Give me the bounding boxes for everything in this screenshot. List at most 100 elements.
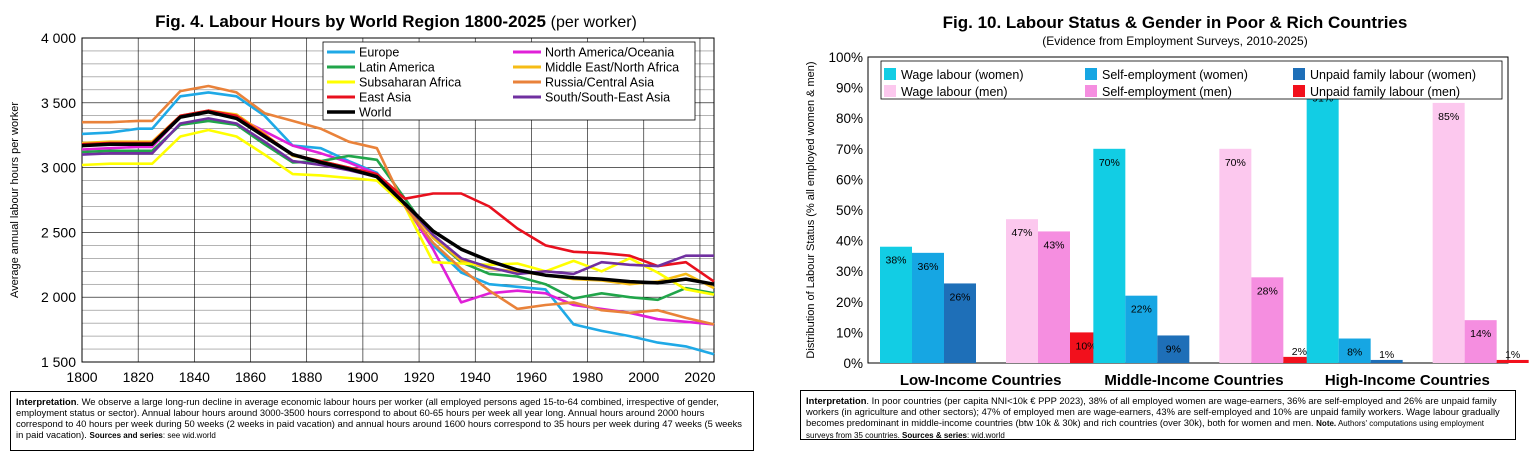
left-x-tick: 2000 [628,369,659,385]
bar-wage-labour-men- [1432,102,1465,364]
bar-value-label: 85% [1438,111,1459,123]
bar-unpaid-family-labour-women- [1157,335,1190,363]
labour-status-chart: Fig. 10. Labour Status & Gender in Poor … [805,13,1529,389]
left-note-text: . We observe a large long-run decline in… [16,396,742,440]
right-source-label: Sources & series [902,431,967,440]
left-x-tick: 1840 [179,369,210,385]
legend-label: Latin America [359,61,435,75]
left-legend-entries: Europe North America/Oceania Latin America… [327,46,679,120]
left-x-tick: 1860 [235,369,266,385]
bar-value-label: 22% [1131,304,1152,316]
bar-wage-labour-women- [1306,84,1339,363]
left-x-tick: 1880 [291,369,322,385]
right-y-tick: 0% [843,356,863,371]
bar-unpaid-family-labour-men- [1283,356,1316,363]
bar-value-label: 1% [1505,349,1520,361]
bar-self-employment-men- [1464,320,1497,363]
left-y-tick: 4 000 [41,30,76,46]
bar-value-label: 28% [1257,285,1278,297]
left-y-tick: 3 000 [41,160,76,176]
legend-label: Europe [359,46,399,60]
bar-value-label: 10% [1075,340,1096,352]
right-note-text-2: Authors' computations using employment s… [806,419,1484,440]
line-world [81,110,715,286]
bar-value-label: 26% [949,291,970,303]
right-source-text: : wid.world [966,431,1005,440]
right-interpretation-box: Interpretation. In poor countries (per c… [800,390,1516,440]
bar-value-label: 43% [1043,239,1064,251]
labour-hours-chart: Fig. 4. Labour Hours by World Region 180… [9,12,716,385]
bar-self-employment-women- [1338,338,1371,363]
legend-label: Subsaharan Africa [359,76,461,90]
left-interpretation-box: Interpretation. We observe a large long-… [10,391,754,451]
left-y-tick: 2 500 [41,224,76,240]
legend-swatch [1293,85,1305,97]
bar-value-label: 2% [1292,346,1307,358]
legend-label: Self-employment (women) [1102,68,1248,82]
bar-wage-labour-women- [1093,148,1126,363]
bar-value-label: 14% [1470,328,1491,340]
right-note-text: . In poor countries (per capita NNI<10k … [806,395,1500,428]
legend-label: Russia/Central Asia [545,76,654,90]
bar-value-label: 70% [1225,157,1246,169]
legend-label: World [359,106,391,120]
bar-wage-labour-women- [880,246,912,363]
bar-self-employment-women- [1125,295,1158,363]
left-series-lines [81,84,715,356]
left-chart-title: Fig. 4. Labour Hours by World Region 180… [155,12,637,31]
right-y-tick: 80% [836,111,863,126]
bar-unpaid-family-labour-women- [1370,359,1403,363]
left-x-tick: 1960 [516,369,547,385]
legend-swatch [1085,68,1097,80]
bar-wage-labour-men- [1219,148,1252,363]
right-y-tick: 30% [836,264,863,279]
left-x-tick: 1900 [347,369,378,385]
right-bars: 38%36%26%47%43%10%70%22%9%70%28%2%91%8%1… [880,84,1529,364]
right-legend [880,60,1503,100]
bar-value-label: 1% [1379,349,1394,361]
legend-label: Wage labour (women) [901,68,1024,82]
bar-value-label: 38% [885,255,906,267]
left-source-text: : see wid.world [162,431,216,440]
right-y-tick: 50% [836,203,863,218]
legend-swatch [884,85,896,97]
left-y-tick: 3 500 [41,95,76,111]
left-x-tick: 1940 [460,369,491,385]
bar-unpaid-family-labour-men- [1496,359,1529,363]
right-category-label: Low-Income Countries [900,372,1062,389]
line-subsaharan-africa [81,128,715,296]
right-note-label: Interpretation [806,395,867,406]
legend-label: Self-employment (men) [1102,85,1232,99]
legend-swatch [1293,68,1305,80]
legend-label: North America/Oceania [545,46,674,60]
left-source-label: Sources and series [89,431,163,440]
left-x-tick-labels: 1800 1820 1840 1860 1880 1900 1920 1940 1960 1980… [66,369,715,385]
left-y-tick: 2 000 [41,289,76,305]
right-y-tick: 60% [836,172,863,187]
left-y-axis-label: Average annual labour hours per worker [9,102,21,298]
legend-swatch [1085,85,1097,97]
right-chart-subtitle: (Evidence from Employment Surveys, 2010-… [1042,34,1307,48]
right-note-label-2: Note. [1316,419,1337,428]
right-category-label: Middle-Income Countries [1104,372,1283,389]
left-x-tick: 1980 [572,369,603,385]
legend-label: East Asia [359,91,411,105]
legend-label: Unpaid family labour (women) [1310,68,1476,82]
right-category-label: High-Income Countries [1325,372,1490,389]
legend-label: Middle East/North Africa [545,61,679,75]
left-x-tick: 1800 [66,369,97,385]
right-y-tick: 70% [836,142,863,157]
bar-value-label: 36% [917,261,938,273]
left-legend [322,41,696,121]
right-chart-title: Fig. 10. Labour Status & Gender in Poor … [943,13,1408,32]
line-russia-central-asia [82,84,715,326]
right-y-tick: 40% [836,234,863,249]
bar-wage-labour-men- [1006,219,1038,363]
legend-swatch [884,68,896,80]
bar-value-label: 70% [1099,157,1120,169]
right-y-tick: 90% [836,81,863,96]
right-y-axis-label: Distribution of Labour Status (% all emp… [805,61,817,358]
left-y-tick-labels: 1 500 2 000 2 500 3 000 3 500 4 000 [41,30,76,370]
left-x-tick: 2020 [684,369,715,385]
bar-self-employment-men- [1038,231,1070,363]
